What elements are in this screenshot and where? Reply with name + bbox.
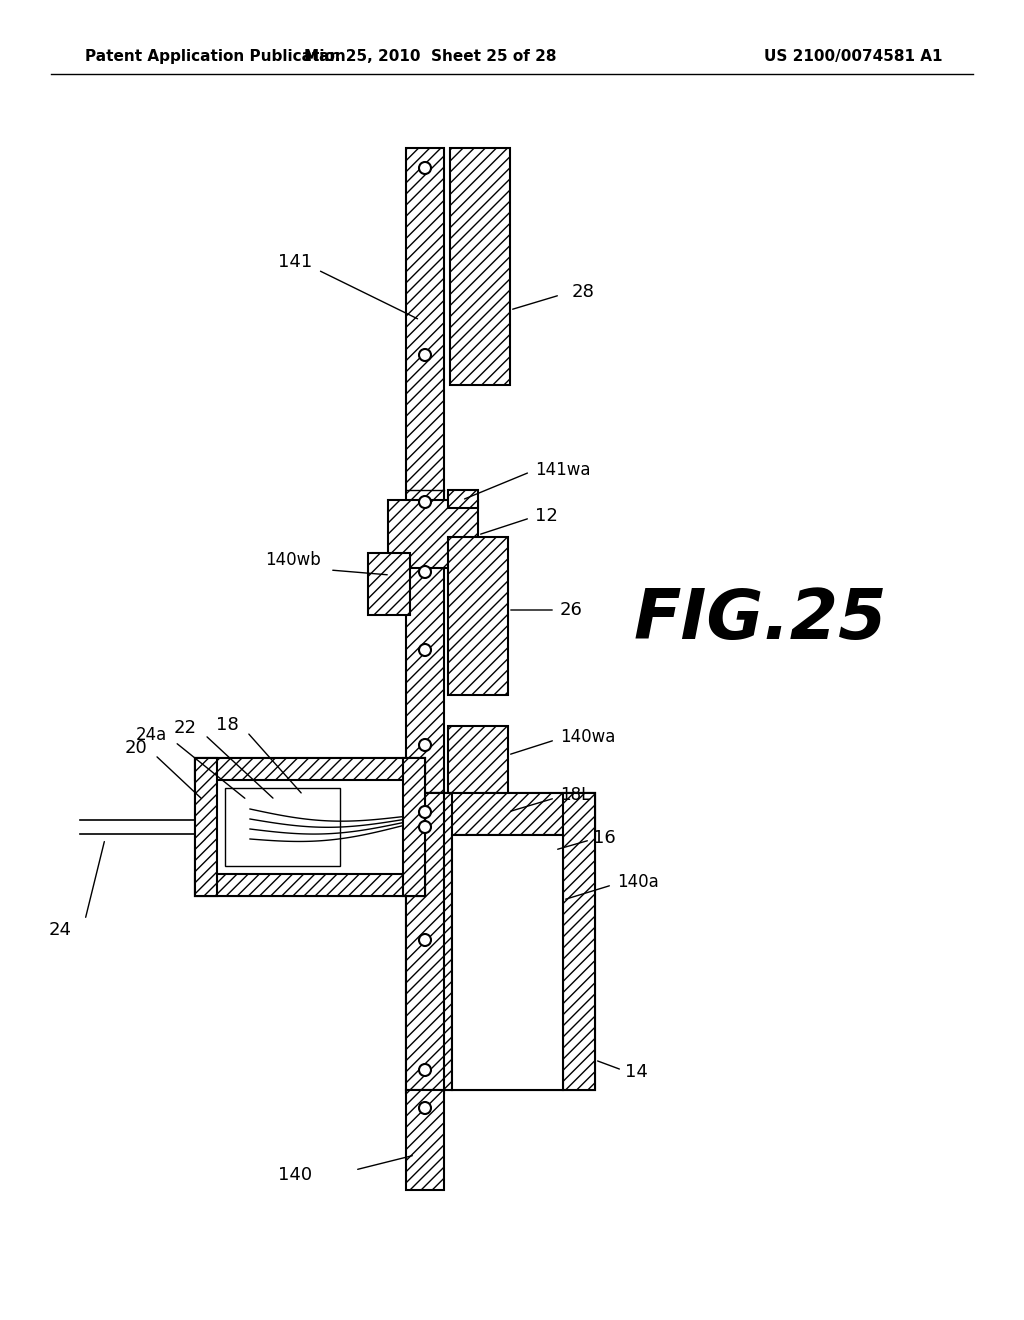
Bar — [420, 793, 595, 836]
Bar — [452, 836, 563, 1090]
Text: 20: 20 — [124, 739, 147, 756]
Bar — [449, 537, 508, 696]
Circle shape — [419, 348, 431, 360]
Text: 24a: 24a — [136, 726, 167, 744]
Circle shape — [419, 739, 431, 751]
Text: 141: 141 — [278, 253, 312, 271]
Bar — [195, 758, 425, 780]
Bar — [420, 793, 452, 1090]
Text: 141wa: 141wa — [535, 461, 591, 479]
Text: Mar. 25, 2010  Sheet 25 of 28: Mar. 25, 2010 Sheet 25 of 28 — [304, 49, 556, 65]
Bar — [449, 490, 478, 508]
Bar — [403, 758, 425, 896]
Bar — [563, 793, 595, 1090]
Circle shape — [419, 162, 431, 174]
Text: 24: 24 — [48, 921, 72, 939]
Circle shape — [419, 821, 431, 833]
Bar — [195, 874, 425, 896]
Circle shape — [419, 1102, 431, 1114]
Circle shape — [419, 644, 431, 656]
Circle shape — [419, 1064, 431, 1076]
Text: 140: 140 — [278, 1166, 312, 1184]
Bar — [449, 726, 508, 795]
Circle shape — [419, 496, 431, 508]
Text: 16: 16 — [593, 829, 615, 847]
Text: 18: 18 — [216, 715, 239, 734]
Text: 28: 28 — [572, 282, 595, 301]
Text: 140wb: 140wb — [265, 550, 321, 569]
Circle shape — [419, 566, 431, 578]
Text: 140a: 140a — [617, 873, 658, 891]
Text: 18L: 18L — [560, 785, 591, 804]
Bar — [225, 788, 340, 866]
Bar — [406, 148, 444, 1093]
Text: 12: 12 — [535, 507, 558, 525]
Text: Patent Application Publication: Patent Application Publication — [85, 49, 346, 65]
Text: US 2100/0074581 A1: US 2100/0074581 A1 — [764, 49, 942, 65]
Text: 140wa: 140wa — [560, 729, 615, 746]
Text: 26: 26 — [560, 601, 583, 619]
Bar — [195, 758, 217, 896]
Circle shape — [419, 935, 431, 946]
Text: 14: 14 — [625, 1063, 648, 1081]
Bar — [420, 793, 595, 1090]
Bar — [195, 758, 425, 896]
Bar — [368, 553, 410, 615]
Bar — [450, 148, 510, 385]
Text: 22: 22 — [174, 719, 197, 737]
Bar — [406, 793, 444, 1090]
Bar — [406, 1090, 444, 1191]
Text: FIG.25: FIG.25 — [633, 586, 887, 653]
Bar — [388, 500, 478, 568]
Circle shape — [419, 807, 431, 818]
